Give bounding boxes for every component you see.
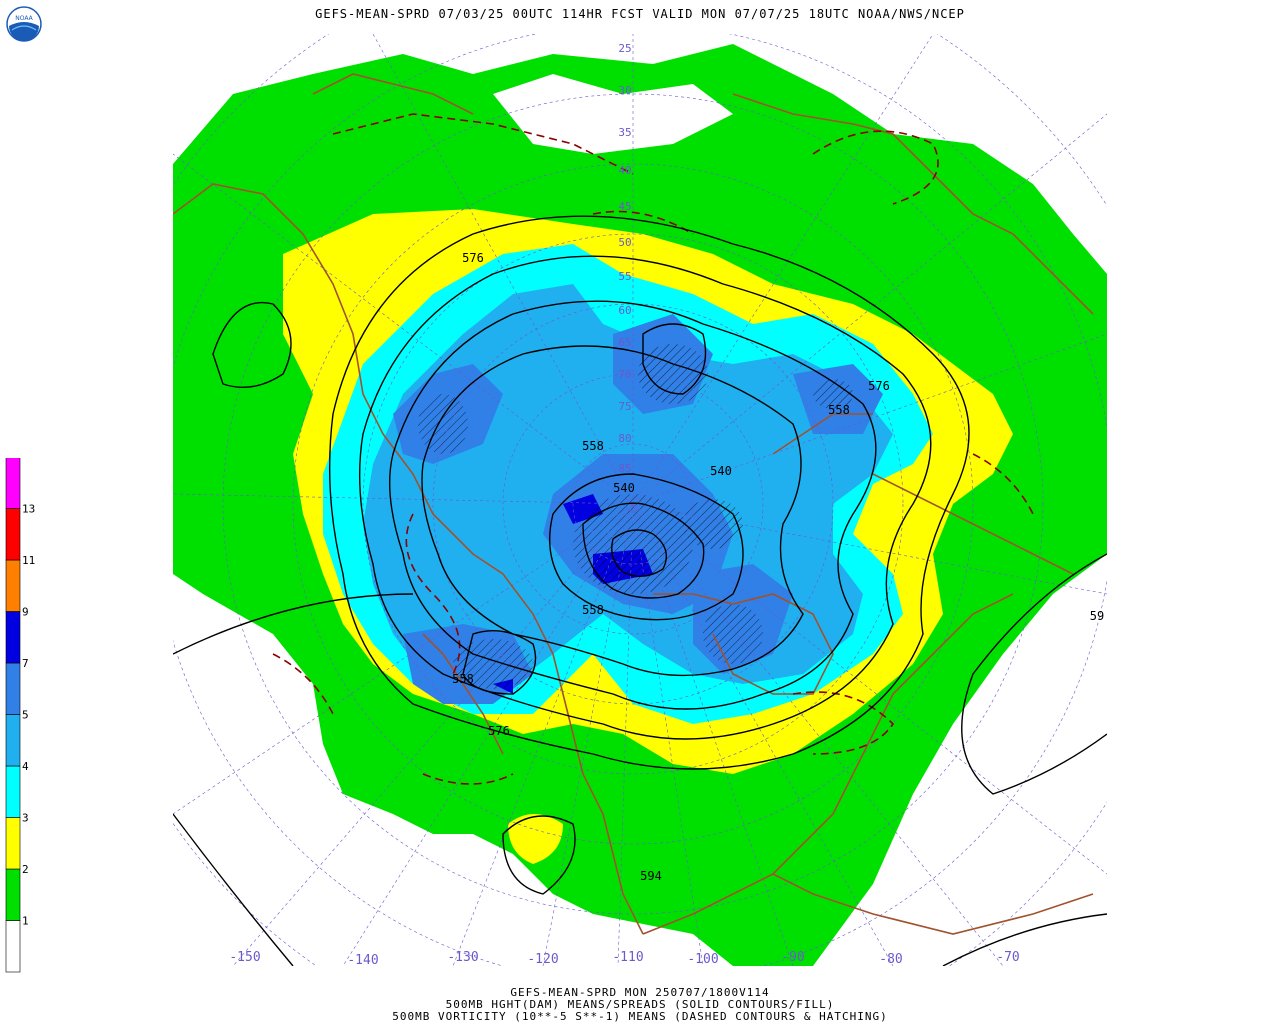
lon-label: -110 <box>612 950 643 965</box>
logo-text: NOAA <box>15 15 33 22</box>
legend-label: 13 <box>22 503 35 516</box>
lat-label: 30 <box>618 84 631 97</box>
legend-swatch <box>5 868 21 921</box>
footer-vorticity-line: 500MB VORTICITY (10**-5 S**-1) MEANS (DA… <box>392 1010 888 1023</box>
legend-label: 1 <box>22 915 29 928</box>
spread-hole-south <box>173 634 353 966</box>
legend-label: 3 <box>22 812 29 825</box>
longitude-labels: -150 -140 -130 -120 -110 -100 -90 -80 -7… <box>229 950 1019 966</box>
lat-label: 55 <box>618 270 631 283</box>
spread-hole-east <box>933 574 1107 894</box>
footer-model-line: GEFS-MEAN-SPRD MON 250707/1800V114 <box>510 986 770 999</box>
contour-label: 558 <box>582 603 604 617</box>
lat-label: 25 <box>618 42 631 55</box>
lon-label: -150 <box>229 950 260 965</box>
color-legend: 1 2 3 4 5 7 9 11 13 <box>5 458 35 973</box>
legend-swatch <box>5 559 21 612</box>
legend-swatch <box>5 920 21 973</box>
lat-label: 35 <box>618 126 631 139</box>
spread-fill-yellow-south <box>508 814 563 864</box>
legend-label: 11 <box>22 554 35 567</box>
lon-label: -140 <box>347 953 378 966</box>
chart-title: GEFS-MEAN-SPRD 07/03/25 00UTC 114HR FCST… <box>315 7 965 21</box>
lon-label: -100 <box>687 952 718 966</box>
noaa-logo: NOAA <box>6 6 42 42</box>
lat-label: 85 <box>618 462 631 475</box>
lon-label: -130 <box>447 950 478 965</box>
spread-hole-north <box>493 74 733 154</box>
legend-swatch <box>5 714 21 767</box>
legend-swatch <box>5 817 21 870</box>
legend-label: 2 <box>22 863 29 876</box>
legend-swatch <box>5 765 21 818</box>
legend-label: 9 <box>22 606 29 619</box>
contour-label: 540 <box>613 481 635 495</box>
footer-height-line: 500MB HGHT(DAM) MEANS/SPREADS (SOLID CON… <box>445 998 835 1011</box>
contour-label: 558 <box>452 672 474 686</box>
lat-label: 60 <box>618 304 631 317</box>
contour-label: 576 <box>462 251 484 265</box>
latitude-labels: 25 30 35 40 45 50 55 60 65 70 75 80 85 <box>618 42 631 475</box>
height-contours <box>173 215 1107 966</box>
legend-swatch <box>5 662 21 715</box>
coastlines <box>173 73 1094 935</box>
lat-label: 70 <box>618 368 631 381</box>
legend-label: 5 <box>22 709 29 722</box>
contour-labels: 576 576 558 558 558 540 540 558 558 576 … <box>452 251 1104 883</box>
lat-label: 50 <box>618 236 631 249</box>
lat-label: 40 <box>618 164 631 177</box>
legend-swatch <box>5 458 21 509</box>
contour-label: 576 <box>488 724 510 738</box>
lon-label: -70 <box>996 950 1019 965</box>
contour-label: 594 <box>640 869 662 883</box>
legend-swatch <box>5 508 21 561</box>
lat-label: 65 <box>618 336 631 349</box>
lat-label: 75 <box>618 400 631 413</box>
forecast-map: 25 30 35 40 45 50 55 60 65 70 75 80 85 -… <box>173 34 1107 966</box>
lat-label: 45 <box>618 200 631 213</box>
lon-label: -120 <box>527 952 558 966</box>
contour-label: 576 <box>868 379 890 393</box>
lon-label: -80 <box>879 952 902 966</box>
contour-label: 558 <box>582 439 604 453</box>
vorticity-hatching <box>418 344 853 689</box>
contour-label: 540 <box>710 464 732 478</box>
legend-swatch <box>5 611 21 664</box>
legend-label: 4 <box>22 760 29 773</box>
contour-label: 59 <box>1090 609 1104 623</box>
contour-label: 558 <box>828 403 850 417</box>
lon-label: -90 <box>781 950 804 965</box>
legend-label: 7 <box>22 657 29 670</box>
lat-label: 80 <box>618 432 631 445</box>
